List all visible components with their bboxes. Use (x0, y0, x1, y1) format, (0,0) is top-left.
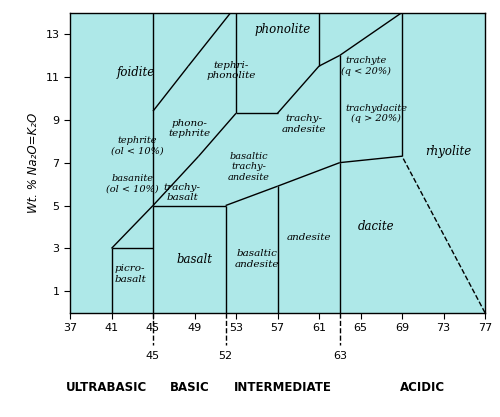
Text: picro-
basalt: picro- basalt (114, 264, 146, 284)
Text: phonolite: phonolite (254, 23, 311, 36)
Text: 63: 63 (333, 352, 347, 362)
Text: rhyolite: rhyolite (426, 146, 472, 158)
Text: BASIC: BASIC (170, 382, 209, 394)
Text: dacite: dacite (358, 221, 395, 234)
Text: tephri-
phonolite: tephri- phonolite (206, 61, 256, 80)
Text: andesite: andesite (286, 233, 331, 242)
Text: phono-
tephrite: phono- tephrite (168, 118, 210, 138)
Text: basaltic
trachy-
andesite: basaltic trachy- andesite (228, 152, 270, 182)
Text: trachy-
andesite: trachy- andesite (281, 114, 326, 134)
Text: 45: 45 (146, 352, 160, 362)
Text: 52: 52 (218, 352, 232, 362)
Text: trachydacite
(q > 20%): trachydacite (q > 20%) (345, 103, 407, 123)
Text: tephrite
(ol < 10%): tephrite (ol < 10%) (111, 136, 164, 155)
Y-axis label: Wt. % Na₂O=K₂O: Wt. % Na₂O=K₂O (27, 113, 40, 213)
Text: basanite
(ol < 10%): basanite (ol < 10%) (106, 174, 158, 194)
Text: ULTRABASIC: ULTRABASIC (66, 382, 147, 394)
Text: trachy-
basalt: trachy- basalt (164, 183, 200, 202)
Text: ACIDIC: ACIDIC (400, 382, 446, 394)
Text: INTERMEDIATE: INTERMEDIATE (234, 382, 332, 394)
Text: trachyte
(q < 20%): trachyte (q < 20%) (341, 56, 390, 76)
Text: foidite: foidite (116, 66, 155, 79)
Text: basaltic
andesite: basaltic andesite (234, 249, 279, 269)
Text: basalt: basalt (176, 253, 212, 266)
